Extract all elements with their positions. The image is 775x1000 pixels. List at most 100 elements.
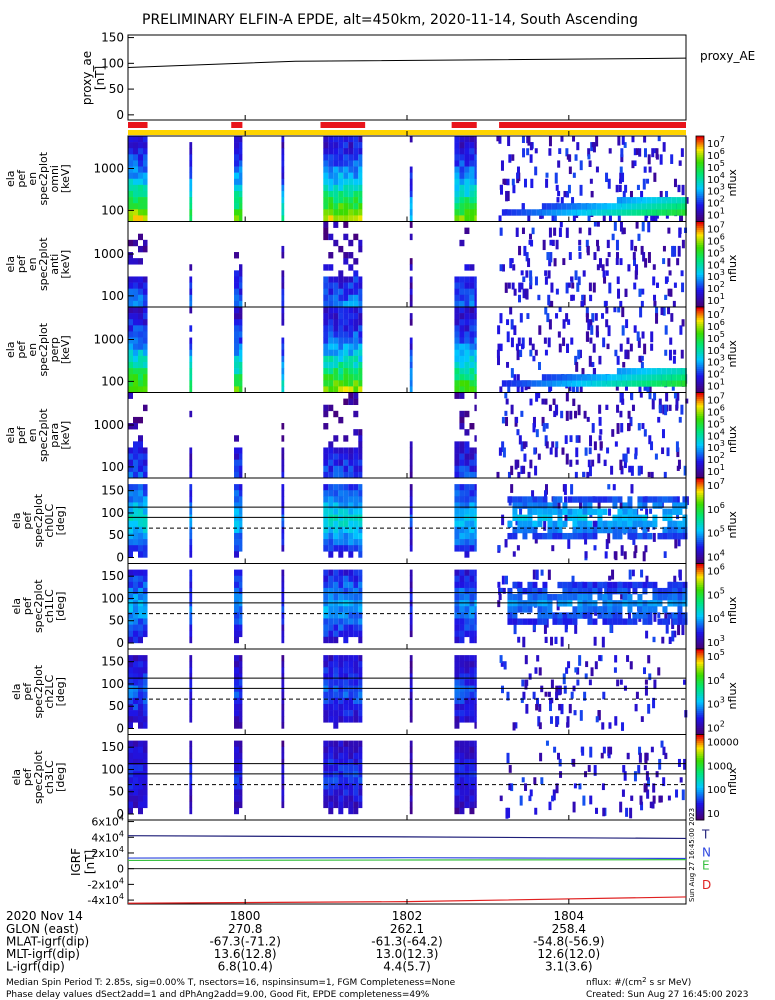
- spectrogram-cell: [474, 722, 477, 729]
- spectrogram-cell: [358, 361, 363, 369]
- spectrogram-cell: [603, 459, 607, 467]
- spectrogram-cell: [582, 508, 588, 515]
- spectrogram-cell: [501, 441, 505, 453]
- colorbar-cell: [696, 206, 704, 210]
- spectrogram-cell: [333, 569, 339, 577]
- spectrogram-cell: [128, 447, 133, 454]
- spectrogram-cell: [133, 160, 138, 167]
- spectrogram-cell: [459, 166, 465, 173]
- spectrogram-cell: [469, 160, 475, 167]
- spectrogram-cell: [338, 276, 344, 283]
- spectrogram-cell: [328, 807, 334, 815]
- spectrogram-cell: [348, 300, 354, 308]
- spectrogram-cell: [281, 502, 285, 509]
- spectrogram-cell: [323, 221, 329, 228]
- colorbar-cell: [696, 636, 704, 639]
- spectrogram-cell: [627, 618, 633, 625]
- spectrogram-cell: [239, 148, 243, 155]
- igrf-ylabel: IGRF [nT]: [69, 848, 97, 876]
- spectrogram-cell: [608, 215, 612, 222]
- spectrogram-cell: [528, 239, 532, 245]
- spectrogram-cell: [474, 569, 477, 577]
- spectrogram-cell: [548, 703, 552, 712]
- spectrogram-cell: [333, 545, 339, 552]
- spectrogram-cell: [133, 319, 138, 326]
- time-row-value: 258.4: [552, 922, 586, 936]
- spectrogram-cell: [353, 612, 359, 619]
- spectrogram-cell: [474, 374, 477, 381]
- time-row-value: 6.8(10.4): [218, 960, 273, 974]
- spectrogram-cell: [239, 355, 243, 363]
- spectrogram-cell: [613, 667, 617, 673]
- spectrogram-cell: [608, 575, 612, 581]
- spectrogram-cell: [454, 392, 460, 399]
- spectrogram-cell: [239, 453, 243, 460]
- spectrogram-cell: [128, 178, 133, 186]
- spectrogram-cell: [409, 703, 413, 711]
- spectrogram-cell: [358, 502, 363, 509]
- panel-ylabel-line: pef: [15, 169, 28, 188]
- spectrogram-cell: [333, 697, 339, 705]
- spectrogram-cell: [338, 459, 344, 467]
- spectrogram-cell: [454, 594, 460, 601]
- colorbar-cell: [696, 161, 704, 165]
- spectrogram-cell: [578, 252, 582, 259]
- spectrogram-cell: [469, 545, 475, 552]
- spectrogram-cell: [281, 532, 285, 540]
- spectrogram-cell: [128, 258, 133, 265]
- spectrogram-cell: [672, 618, 678, 625]
- spectrogram-cell: [143, 349, 148, 357]
- spectrogram-cell: [474, 386, 477, 393]
- spectrogram-cell: [333, 746, 339, 754]
- spectrogram-cell: [519, 508, 523, 515]
- spectrogram-cell: [464, 752, 470, 760]
- spectrogram-cell: [497, 355, 501, 366]
- spectrogram-cell: [409, 374, 413, 381]
- spectrogram-cell: [555, 441, 559, 449]
- spectrogram-cell: [353, 447, 359, 454]
- spectrogram-cell: [589, 294, 593, 302]
- spectrogram-cell: [676, 197, 682, 204]
- spectrogram-cell: [348, 276, 354, 283]
- spectrogram-cell: [469, 319, 475, 326]
- spectrogram-cell: [353, 765, 359, 772]
- spectrogram-cell: [281, 618, 285, 625]
- spectrogram-cell: [454, 703, 460, 711]
- colorbar-cell: [696, 539, 704, 543]
- spectrogram-cell: [655, 313, 659, 324]
- spectrogram-cell: [603, 300, 607, 312]
- colorbar-tick-label: 105: [707, 415, 725, 430]
- spectrogram-cell: [542, 612, 548, 619]
- spectrogram-cell: [348, 697, 354, 705]
- spectrogram-cell: [409, 178, 413, 186]
- spectrogram-cell: [557, 520, 563, 528]
- spectrogram-cell: [474, 380, 477, 387]
- spectrogram-cell: [239, 209, 243, 216]
- spectrogram-cell: [133, 758, 138, 766]
- spectrogram-cell: [281, 587, 285, 595]
- spectrogram-cell: [566, 380, 572, 387]
- spectrogram-cell: [333, 368, 339, 375]
- spectrogram-cell: [653, 392, 657, 401]
- spectrogram-cell: [513, 624, 517, 635]
- spectrogram-cell: [138, 630, 143, 638]
- spectrogram-cell: [333, 209, 339, 216]
- spectrogram-cell: [239, 142, 243, 149]
- spectrogram-cell: [409, 465, 413, 473]
- spectrogram-cell: [595, 807, 599, 814]
- panel-ylabel-line: en: [26, 343, 39, 357]
- spectrogram-cell: [674, 539, 678, 549]
- spectrogram-cell: [234, 630, 240, 638]
- spectrogram-cell: [409, 276, 413, 283]
- spectrogram-cell: [630, 465, 634, 476]
- spectrogram-cell: [656, 197, 662, 204]
- spectrogram-cell: [234, 154, 240, 161]
- spectrogram-cell: [409, 343, 413, 351]
- spectrogram-cell: [128, 758, 133, 766]
- spectrogram-cell: [550, 282, 554, 293]
- spectrogram-cell: [508, 154, 512, 163]
- panel-tick-label: 1000: [93, 418, 124, 432]
- spectrogram-cell: [358, 606, 363, 613]
- spectrogram-cell: [597, 587, 603, 595]
- spectrogram-cell: [281, 752, 285, 760]
